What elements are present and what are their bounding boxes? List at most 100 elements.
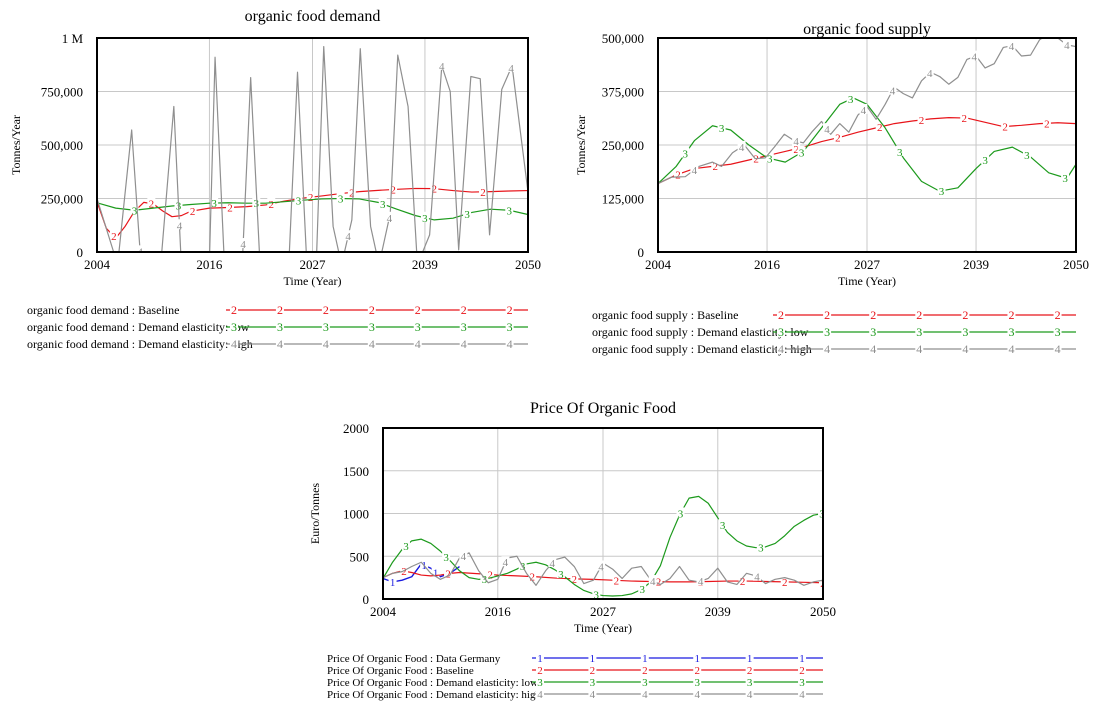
series-marker-bg (505, 204, 514, 215)
legend-marker-bg (588, 664, 597, 675)
series-marker-bg (389, 183, 398, 194)
series-marker: 4 (508, 63, 514, 75)
legend-marker: 4 (916, 342, 922, 356)
legend-marker-bg (588, 676, 597, 687)
grid (97, 38, 528, 252)
legend-marker: 3 (747, 677, 753, 689)
legend-marker: 3 (231, 320, 237, 334)
legend-marker: 3 (1055, 325, 1061, 339)
series-marker: 3 (982, 155, 988, 167)
series-group: 11122222222222333333333334444444 (383, 495, 825, 601)
legend-marker: 2 (277, 303, 283, 317)
series-marker: 4 (971, 52, 977, 64)
legend-label: organic food demand : Demand elasticity:… (27, 337, 253, 351)
legend-marker: 2 (369, 303, 375, 317)
legend-marker: 3 (694, 677, 700, 689)
legend-marker-bg (275, 338, 284, 349)
series-marker: 2 (529, 572, 535, 584)
series-marker-bg (970, 50, 979, 61)
series-marker-bg (1007, 39, 1016, 50)
legend-marker-bg (367, 338, 376, 349)
series-marker-bg (819, 576, 823, 587)
series-marker-bg (175, 219, 184, 230)
legend-label: Price Of Organic Food : Demand elasticit… (327, 689, 541, 701)
legend-label: Price Of Organic Food : Demand elasticit… (327, 677, 538, 689)
legend-marker: 2 (415, 303, 421, 317)
legend-marker: 2 (778, 308, 784, 322)
legend-marker: 3 (799, 677, 805, 689)
series-marker-bg (818, 507, 823, 518)
legend-marker-bg (1007, 326, 1016, 337)
series-marker-bg (765, 152, 774, 163)
legend-marker: 3 (507, 320, 513, 334)
series-marker: 4 (793, 136, 799, 148)
series-marker: 4 (927, 68, 933, 80)
series-marker-bg (738, 575, 747, 586)
series-marker-bg (385, 211, 394, 222)
series-marker: 3 (338, 194, 344, 206)
series-line (383, 570, 823, 584)
series-marker: 2 (793, 144, 799, 156)
series-marker: 3 (819, 509, 825, 521)
y-tick-label: 125,000 (602, 192, 644, 207)
y-tick-label: 375,000 (602, 85, 644, 100)
series-marker-bg (1061, 171, 1070, 182)
legend-marker-bg (275, 304, 284, 315)
chart-title: Price Of Organic Food (530, 400, 676, 417)
legend-marker-bg (869, 326, 878, 337)
legend-marker: 2 (694, 665, 700, 677)
legend-marker-bg (693, 676, 702, 687)
x-tick-label: 2039 (412, 257, 438, 272)
y-tick-label: 750,000 (41, 85, 83, 100)
series-marker: 3 (799, 147, 805, 159)
series-marker-bg (463, 207, 472, 218)
series-marker-bg (592, 588, 601, 599)
legend-marker: 4 (231, 337, 237, 351)
y-tick-label: 0 (638, 245, 645, 260)
series-marker: 3 (132, 205, 138, 217)
series-marker: 2 (919, 115, 925, 127)
legend-marker-bg (869, 343, 878, 354)
series-marker-bg (486, 568, 495, 579)
legend-marker: 3 (323, 320, 329, 334)
series-marker: 3 (848, 94, 854, 106)
legend-marker-bg (915, 343, 924, 354)
series-line (97, 187, 528, 239)
x-tick-label: 2004 (84, 257, 111, 272)
legend-marker-bg (588, 652, 597, 663)
legend-marker-bg (1007, 343, 1016, 354)
legend-marker-bg (823, 343, 832, 354)
series-marker-bg (718, 519, 727, 530)
series-marker-bg (556, 568, 565, 579)
legend-marker: 1 (694, 653, 700, 665)
series-marker: 4 (698, 576, 704, 588)
series-marker: 3 (594, 589, 600, 601)
legend-marker: 4 (277, 337, 283, 351)
series-marker: 4 (461, 551, 467, 563)
series-marker-bg (638, 582, 647, 593)
legend-marker: 3 (461, 320, 467, 334)
legend-marker: 3 (778, 325, 784, 339)
series-marker: 3 (482, 574, 488, 586)
legend-marker: 4 (642, 689, 648, 701)
y-tick-label: 0 (77, 245, 84, 260)
y-tick-label: 0 (363, 592, 370, 607)
x-tick-label: 2016 (485, 604, 512, 619)
y-tick-label: 500 (350, 549, 370, 564)
legend-marker-bg (230, 304, 238, 315)
series-marker-bg (130, 204, 139, 215)
series-marker: 3 (296, 196, 302, 208)
series-marker: 3 (719, 123, 725, 135)
series-marker: 4 (861, 105, 867, 117)
series-marker: 4 (137, 246, 143, 258)
legend-marker: 2 (916, 308, 922, 322)
y-tick-label: 500,000 (41, 138, 83, 153)
legend-label: organic food supply : Demand elasticity:… (592, 325, 809, 339)
series-marker-bg (283, 253, 291, 263)
series-marker: 3 (678, 509, 684, 521)
series-marker-bg (109, 230, 118, 241)
series-marker-bg (792, 142, 801, 153)
series-marker-bg (696, 575, 705, 586)
x-axis-label: Time (Year) (574, 621, 632, 635)
